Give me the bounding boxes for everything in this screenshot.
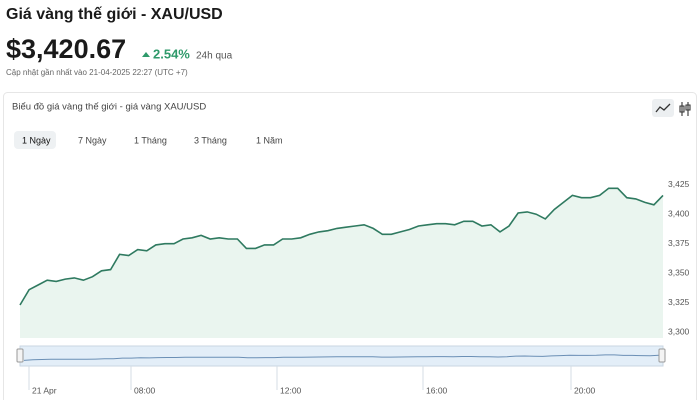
line-icon [655,103,671,113]
navigator-label: 20:00 [574,385,596,395]
line-mode-button[interactable] [652,99,674,117]
y-tick-label: 3,300 [668,326,690,336]
time-tab[interactable]: 1 Năm [256,135,283,145]
navigator-handle[interactable] [658,348,666,363]
candle-mode-button[interactable] [679,102,691,116]
time-tab[interactable]: 1 Ngày [22,135,51,145]
navigator-handle[interactable] [16,348,24,363]
price-line [19,187,664,306]
navigator-label: 21 Apr [32,385,57,395]
time-tab[interactable]: 1 Tháng [134,135,167,145]
price: $3,420.67 [6,34,126,64]
panel [3,92,697,400]
up-arrow [142,52,150,57]
y-tick-label: 3,325 [668,297,690,307]
y-tick-label: 3,400 [668,208,690,218]
navigator-label: 08:00 [134,385,156,395]
y-tick-label: 3,425 [668,179,690,189]
navigator-line [23,354,660,361]
panel-title: Biểu đồ giá vàng thế giới - giá vàng XAU… [12,102,206,113]
change: 2.54% [153,46,190,61]
y-tick-label: 3,375 [668,238,690,248]
y-tick-label: 3,350 [668,267,690,277]
navigator-box [19,345,664,367]
period: 24h qua [196,51,233,62]
time-tab[interactable]: 3 Tháng [194,135,227,145]
navigator-label: 16:00 [426,385,448,395]
navigator-label: 12:00 [280,385,302,395]
updated: Cập nhật gần nhất vào 21-04-2025 22:27 (… [6,68,188,77]
time-tab[interactable]: 7 Ngày [78,135,107,145]
page-title: Giá vàng thế giới - XAU/USD [6,6,223,23]
active-tab-bg [14,131,56,149]
area-fill [20,188,663,338]
